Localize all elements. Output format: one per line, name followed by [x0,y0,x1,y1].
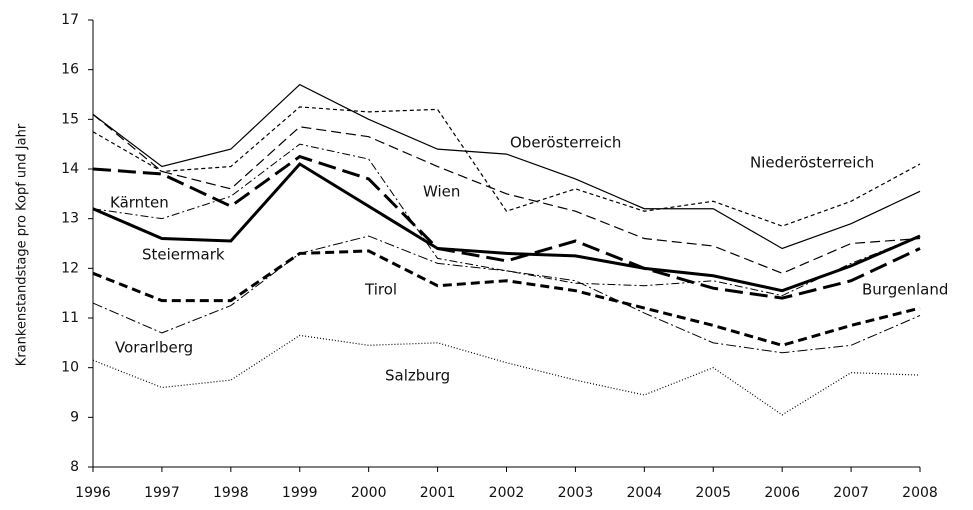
y-tick-label: 17 [61,12,79,28]
series-line [92,106,921,227]
x-tick-label: 1997 [144,485,180,501]
series-label: Oberösterreich [510,134,621,152]
x-tick-label: 2004 [627,485,663,501]
series-line [92,83,921,250]
y-tick-label: 10 [61,360,79,376]
x-tick-label: 2007 [833,485,869,501]
y-tick-label: 11 [61,310,79,326]
x-tick-label: 1999 [282,485,318,501]
y-axis-title: Krankenstandstage pro Kopf und Jahr [15,123,30,366]
y-tick-label: 12 [61,260,79,276]
series-label: Tirol [364,281,397,299]
y-tick-label: 16 [61,62,79,78]
series-label: Burgenland [862,281,948,299]
series-label: Steiermark [142,246,225,264]
x-tick-label: 2002 [489,485,525,501]
y-tick-label: 13 [61,211,79,227]
series-line [92,334,921,416]
series-line [92,235,921,354]
x-tick-label: 2001 [420,485,456,501]
series-label: Wien [423,183,460,201]
x-tick-label: 2006 [764,485,800,501]
y-tick-label: 14 [61,161,79,177]
x-tick-label: 1996 [75,485,111,501]
x-tick-label: 1998 [213,485,249,501]
x-tick-label: 2008 [902,485,938,501]
series-line [92,113,921,274]
y-tick-label: 8 [70,459,79,475]
series-line [92,143,921,297]
x-tick-label: 2005 [695,485,731,501]
x-tick-label: 2003 [558,485,594,501]
series-line [92,249,921,347]
x-tick-label: 2000 [351,485,387,501]
series-label: Salzburg [385,367,450,385]
series-label: Niederösterreich [750,154,874,172]
series-label: Vorarlberg [115,339,193,357]
series-line [92,154,921,300]
series-line [92,162,921,293]
series-label: Kärnten [110,194,169,212]
y-tick-label: 9 [70,409,79,425]
y-tick-label: 15 [61,111,79,127]
